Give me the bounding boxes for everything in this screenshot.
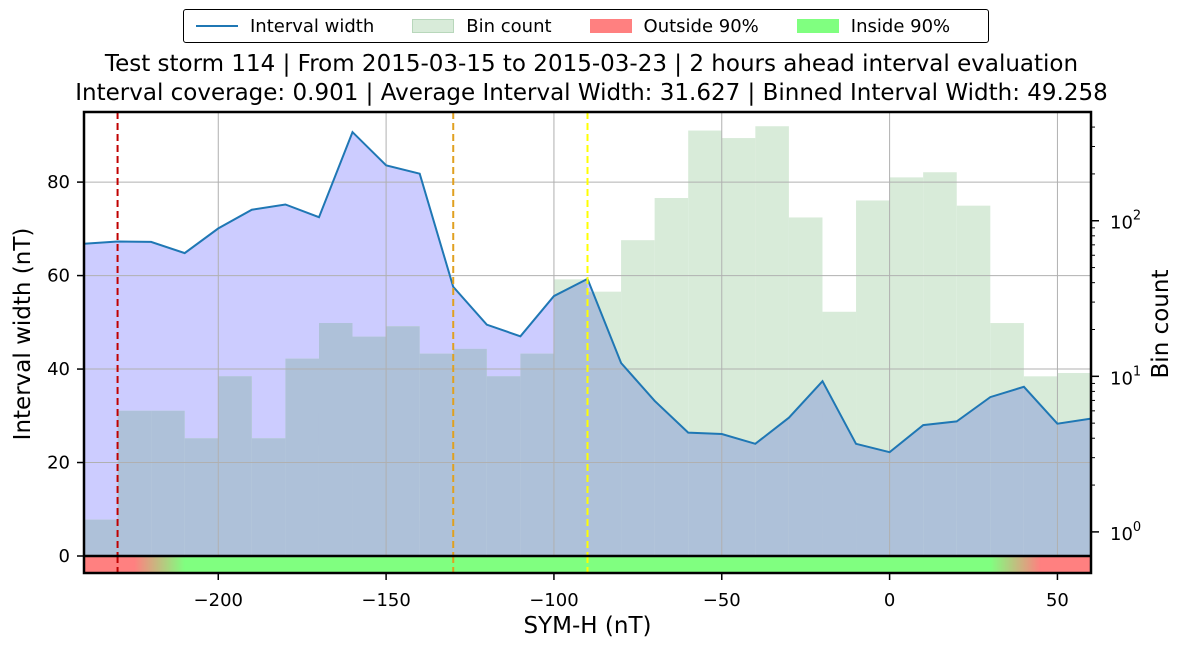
x-tick-label: 0: [884, 590, 895, 611]
plot-area: [84, 112, 1091, 556]
overlap-region: [352, 336, 387, 556]
x-tick-label: −200: [194, 590, 243, 611]
overlap-region: [889, 425, 924, 556]
legend-outside-swatch: [589, 19, 632, 33]
y-tick-label: 60: [47, 266, 70, 287]
overlap-region: [587, 291, 622, 556]
overlap-region: [117, 410, 152, 556]
legend-label: Bin count: [466, 15, 552, 37]
overlap-region: [218, 376, 252, 556]
overlap-region: [486, 376, 521, 556]
legend-bin-swatch: [412, 19, 455, 33]
overlap-region: [923, 421, 957, 556]
overlap-region: [1057, 418, 1091, 556]
x-tick-label: −50: [703, 590, 741, 611]
overlap-region: [1023, 386, 1058, 556]
overlap-region: [856, 443, 890, 556]
legend-inside-swatch: [796, 19, 839, 33]
overlap-group: [84, 279, 1091, 556]
overlap-region: [990, 386, 1024, 556]
overlap-region: [520, 353, 554, 556]
x-tick-label: −150: [361, 590, 410, 611]
plot-frame: [82, 110, 1093, 575]
legend-label: Inside 90%: [850, 15, 951, 37]
y2-tick-label: 102: [1110, 209, 1141, 234]
y2-axis-label: Bin count: [1148, 270, 1174, 379]
x-tick-label: 50: [1046, 590, 1069, 611]
coverage-strip: [84, 556, 1091, 573]
legend-label: Outside 90%: [643, 15, 759, 37]
legend-label: Interval width: [250, 15, 375, 37]
overlap-region: [453, 348, 487, 556]
overlap-region: [84, 519, 118, 556]
legend-line-swatch: [196, 25, 238, 27]
y2-tick-label: 100: [1110, 520, 1141, 545]
overlap-region: [318, 323, 353, 556]
overlap-region: [386, 326, 420, 556]
y2-tick-exponent: 0: [1133, 520, 1141, 535]
overlap-region: [688, 432, 722, 556]
y-axis-label: Interval width (nT): [10, 228, 36, 441]
legend-item-outside: Outside 90%: [589, 15, 759, 37]
overlap-region: [721, 434, 756, 556]
overlap-region: [956, 397, 991, 556]
legend-item-interval-width: Interval width: [196, 16, 374, 37]
legend-item-inside: Inside 90%: [796, 15, 951, 37]
overlap-region: [621, 363, 655, 556]
chart-title: Test storm 114 | From 2015-03-15 to 2015…: [104, 51, 1079, 77]
x-axis-label: SYM-H (nT): [524, 613, 652, 639]
legend-item-bin-count: Bin count: [412, 15, 552, 37]
y-tick-label: 20: [47, 453, 70, 474]
overlap-region: [151, 410, 185, 556]
overlap-region: [788, 381, 823, 556]
y-tick-label: 0: [59, 546, 70, 567]
overlap-region: [654, 400, 689, 556]
legend: Interval width Bin count Outside 90% Ins…: [183, 9, 989, 43]
overlap-region: [285, 358, 319, 556]
y2-tick-exponent: 2: [1133, 209, 1141, 224]
overlap-region: [822, 381, 857, 556]
chart-subtitle: Interval coverage: 0.901 | Average Inter…: [75, 80, 1108, 106]
overlap-region: [553, 279, 588, 556]
overlap-region: [755, 417, 789, 556]
x-tick-label: −100: [529, 590, 578, 611]
overlap-region: [251, 438, 286, 556]
y-tick-label: 40: [47, 359, 70, 380]
overlap-region: [419, 353, 454, 556]
y2-tick-exponent: 1: [1133, 364, 1141, 379]
y2-tick-label: 101: [1110, 364, 1141, 389]
overlap-region: [184, 438, 219, 556]
y-tick-label: 80: [47, 172, 70, 193]
